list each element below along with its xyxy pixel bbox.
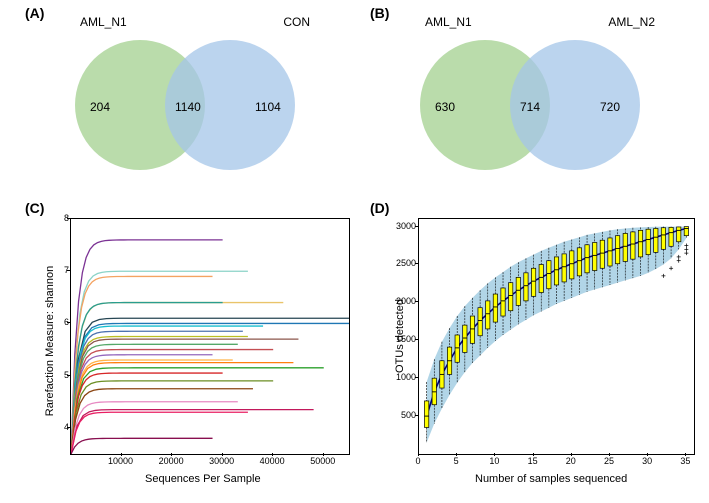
panel-b: (B) AML_N1 AML_N2 630 714 720 (370, 5, 700, 185)
panel-d-label: (D) (370, 200, 389, 216)
panel-c-xlabel: Sequences Per Sample (145, 473, 261, 485)
panel-d: (D) OTUs detected 5001000150020002500300… (370, 200, 700, 490)
venn-b-left-count: 630 (435, 100, 455, 114)
panel-d-xlabel: Number of samples sequenced (475, 473, 627, 485)
venn-b: AML_N1 AML_N2 630 714 720 (390, 15, 700, 190)
venn-a-left-count: 204 (90, 100, 110, 114)
venn-a-left-title: AML_N1 (80, 15, 127, 29)
venn-b-right-count: 720 (600, 100, 620, 114)
panel-c-plot (70, 218, 350, 455)
panel-a-label: (A) (25, 5, 44, 21)
venn-b-left-title: AML_N1 (425, 15, 472, 29)
venn-b-int-count: 714 (520, 100, 540, 114)
panel-b-label: (B) (370, 5, 389, 21)
venn-b-right-title: AML_N2 (608, 15, 655, 29)
panel-d-plot (418, 218, 695, 455)
panel-a: (A) AML_N1 CON 204 1140 1104 (25, 5, 355, 185)
venn-a-right-title: CON (283, 15, 310, 29)
panel-c-svg (71, 219, 349, 454)
venn-a-right-count: 1104 (255, 100, 281, 114)
venn-a: AML_N1 CON 204 1140 1104 (45, 15, 355, 190)
venn-a-int-count: 1140 (175, 100, 201, 114)
panel-c: (C) Rarefaction Measure: shannon 4567810… (25, 200, 355, 490)
panel-c-label: (C) (25, 200, 44, 216)
panel-c-ylabel: Rarefaction Measure: shannon (44, 251, 56, 431)
panel-d-svg (419, 219, 694, 454)
